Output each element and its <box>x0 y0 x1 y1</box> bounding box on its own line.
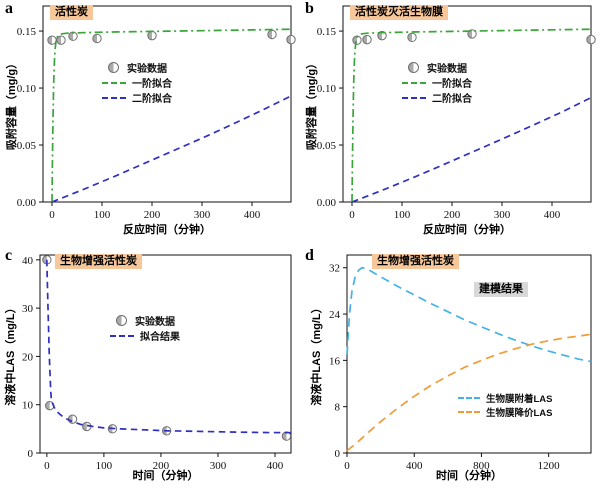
legend-item-experimental-data: 实验数据 <box>102 60 172 75</box>
svg-text:800: 800 <box>473 460 490 472</box>
svg-text:0.15: 0.15 <box>317 26 337 38</box>
svg-text:24: 24 <box>329 309 341 321</box>
svg-text:300: 300 <box>194 209 211 221</box>
half-filled-circle-marker-icon <box>408 62 419 73</box>
svg-text:0.05: 0.05 <box>317 140 337 152</box>
dashdot-line-sample <box>102 81 126 84</box>
svg-text:200: 200 <box>153 460 170 472</box>
svg-text:0.10: 0.10 <box>317 83 337 95</box>
svg-text:300: 300 <box>494 209 511 221</box>
svg-text:400: 400 <box>267 460 284 472</box>
panel-a-plot: 0 100 200 300 400 0.00 0.05 0.10 0.15 <box>17 5 296 221</box>
svg-text:400: 400 <box>406 460 423 472</box>
panel-b-plot: 0 100 200 300 400 0.00 0.05 0.10 0.15 <box>317 5 596 221</box>
dash-line-sample <box>458 411 480 413</box>
legend-label: 实验数据 <box>427 64 467 75</box>
panel-d-yaxis-title: 溶液中LAS（mg/L） <box>311 302 323 406</box>
panel-d-annotation-badge: 建模结果 <box>474 282 528 297</box>
legend-item-experimental-data: 实验数据 <box>110 313 180 328</box>
dashdot-line-sample <box>402 81 426 84</box>
legend-item-second-order-fit: 二阶拟合 <box>102 90 172 105</box>
svg-text:0: 0 <box>49 209 55 221</box>
half-filled-circle-marker-icon <box>108 62 119 73</box>
svg-text:0: 0 <box>335 448 341 460</box>
svg-text:0.00: 0.00 <box>317 197 337 209</box>
svg-text:30: 30 <box>22 303 34 315</box>
svg-text:20: 20 <box>22 351 34 363</box>
legend-label: 一阶拟合 <box>432 79 472 90</box>
panel-d-legend: 生物膜附着LAS 生物膜降价LAS <box>458 391 553 419</box>
panel-c: 0 100 200 300 400 0 10 20 30 40 c 生物增强活性炭 溶液中LAS（… <box>0 247 300 493</box>
panel-d-title-badge: 生物增强活性炭 <box>372 254 459 269</box>
svg-text:1200: 1200 <box>538 460 561 472</box>
svg-text:0.15: 0.15 <box>17 26 37 38</box>
panel-a-xaxis-title: 反应时间（分钟） <box>123 224 211 236</box>
legend-label: 一阶拟合 <box>132 79 172 90</box>
svg-text:40: 40 <box>22 255 34 267</box>
panel-c-letter: c <box>5 247 13 264</box>
svg-text:8: 8 <box>335 402 341 414</box>
svg-text:100: 100 <box>94 209 111 221</box>
svg-text:0.00: 0.00 <box>17 197 37 209</box>
panel-d-plot: 0 400 800 1200 0 8 16 24 32 <box>329 254 592 472</box>
svg-text:0: 0 <box>28 448 34 460</box>
legend-item-biofilm-attached-las: 生物膜附着LAS <box>458 391 553 405</box>
svg-text:0.05: 0.05 <box>17 140 37 152</box>
legend-label: 实验数据 <box>127 64 167 75</box>
panel-b-xaxis-title: 反应时间（分钟） <box>423 224 511 236</box>
svg-text:200: 200 <box>444 209 461 221</box>
svg-text:0: 0 <box>349 209 355 221</box>
panel-a-legend: 实验数据 一阶拟合 二阶拟合 <box>102 60 172 105</box>
panel-c-legend: 实验数据 拟合结果 <box>110 313 180 343</box>
half-filled-circle-marker-icon <box>116 315 127 326</box>
panel-a-yaxis-title: 吸附容量（mg/g） <box>6 57 18 151</box>
legend-item-experimental-data: 实验数据 <box>402 60 472 75</box>
legend-item-first-order-fit: 一阶拟合 <box>102 75 172 90</box>
panel-c-plot: 0 100 200 300 400 0 10 20 30 40 <box>22 254 292 472</box>
panel-c-xaxis-title: 时间（分钟） <box>132 470 199 482</box>
svg-text:16: 16 <box>329 355 341 367</box>
legend-label: 生物膜降价LAS <box>486 408 553 419</box>
svg-text:100: 100 <box>394 209 411 221</box>
panel-d-xaxis-title: 时间（分钟） <box>436 470 502 482</box>
dash-line-sample <box>402 96 426 99</box>
panel-a-letter: a <box>5 0 13 17</box>
svg-text:300: 300 <box>210 460 227 472</box>
legend-label: 实验数据 <box>135 317 175 328</box>
panel-b: 0 100 200 300 400 0.00 0.05 0.10 0.15 b 活性炭灭活生物膜… <box>300 0 600 246</box>
legend-item-fit-result: 拟合结果 <box>110 328 180 343</box>
svg-text:32: 32 <box>329 263 340 275</box>
svg-text:400: 400 <box>244 209 261 221</box>
panel-c-yaxis-title: 溶液中LAS（mg/L） <box>5 302 17 406</box>
svg-text:0: 0 <box>344 460 350 472</box>
legend-item-biofilm-degraded-las: 生物膜降价LAS <box>458 405 553 419</box>
panel-b-yaxis-title: 吸附容量（mg/g） <box>306 57 318 151</box>
dash-line-sample <box>110 334 134 337</box>
panel-a: 0 100 200 300 400 0.00 0.05 0.10 0.15 a 活性炭 吸附容量… <box>0 0 300 246</box>
dash-line-sample <box>102 96 126 99</box>
svg-text:0.10: 0.10 <box>17 83 37 95</box>
svg-text:100: 100 <box>96 460 113 472</box>
panel-d: 0 400 800 1200 0 8 16 24 32 d 生物增强活性炭 建模结果 溶液中LA… <box>300 247 600 493</box>
legend-label: 二阶拟合 <box>132 94 172 105</box>
panel-a-title-badge: 活性炭 <box>50 5 93 20</box>
legend-item-first-order-fit: 一阶拟合 <box>402 75 472 90</box>
panel-d-letter: d <box>305 247 314 264</box>
panel-b-legend: 实验数据 一阶拟合 二阶拟合 <box>402 60 472 105</box>
legend-label: 生物膜附着LAS <box>486 394 553 405</box>
legend-item-second-order-fit: 二阶拟合 <box>402 90 472 105</box>
svg-text:400: 400 <box>544 209 561 221</box>
legend-label: 拟合结果 <box>140 332 180 343</box>
panel-b-letter: b <box>305 0 314 17</box>
svg-text:10: 10 <box>22 400 34 412</box>
dash-line-sample <box>458 397 480 399</box>
svg-text:0: 0 <box>44 460 50 472</box>
panel-b-title-badge: 活性炭灭活生物膜 <box>350 5 448 20</box>
svg-text:200: 200 <box>144 209 161 221</box>
legend-label: 二阶拟合 <box>432 94 472 105</box>
panel-c-title-badge: 生物增强活性炭 <box>55 254 142 269</box>
